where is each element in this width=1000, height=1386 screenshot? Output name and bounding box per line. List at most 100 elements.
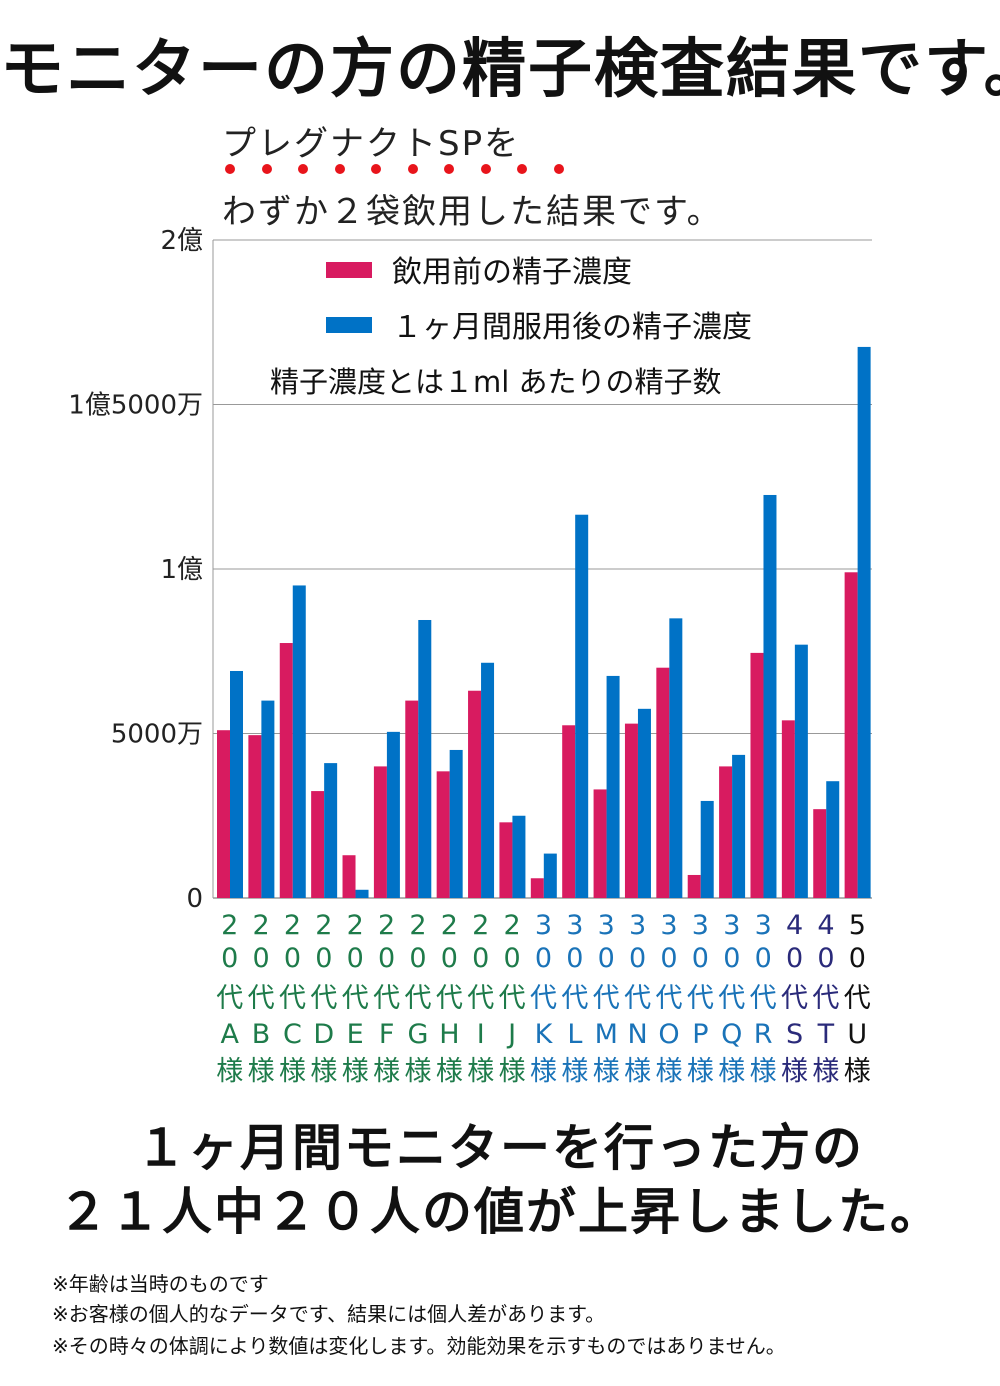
x-label-age-ones: 0	[347, 943, 364, 974]
x-label-age-tens: 2	[504, 910, 521, 941]
x-label-age-tens: 2	[315, 910, 332, 941]
y-tick-label: 0	[186, 884, 203, 914]
x-label-id: L	[567, 1019, 582, 1050]
intro-line-1: プレグナクトSPを	[222, 124, 521, 164]
x-label-age-ones: 0	[472, 943, 489, 974]
bar-after	[449, 749, 463, 898]
legend-label-before: 飲用前の精子濃度	[392, 255, 632, 290]
x-label-age-tens: 3	[660, 910, 677, 941]
bar-after	[763, 494, 777, 898]
footnote-disclaimer: ※その時々の体調により数値は変化します。効能効果を示すものではありません。	[52, 1334, 786, 1358]
emphasis-dot	[480, 164, 491, 174]
x-label-id: I	[477, 1019, 485, 1050]
bar-after	[355, 889, 369, 898]
footnote-age: ※年齢は当時のものです	[52, 1272, 269, 1296]
bar-after	[857, 346, 871, 898]
x-label-sama: 様	[404, 1056, 431, 1087]
bar-before	[248, 735, 262, 898]
bar-before	[624, 723, 638, 898]
bar-before	[813, 809, 827, 898]
x-label-dai: 代	[499, 983, 526, 1014]
x-label-sama: 様	[467, 1056, 494, 1087]
y-tick-label: 5000万	[111, 720, 203, 750]
x-label-age-ones: 0	[504, 943, 521, 974]
x-label-age-tens: 3	[723, 910, 740, 941]
x-label-age-ones: 0	[566, 943, 583, 974]
x-label-age-ones: 0	[629, 943, 646, 974]
x-label-age-ones: 0	[378, 943, 395, 974]
x-label-dai: 代	[812, 983, 839, 1014]
legend-note: 精子濃度とは１ml あたりの精子数	[270, 365, 722, 399]
x-label-sama: 様	[342, 1056, 369, 1087]
bar-after	[481, 662, 495, 898]
x-label-sama: 様	[310, 1056, 337, 1087]
x-label-id: G	[408, 1019, 429, 1050]
x-label-dai: 代	[781, 983, 808, 1014]
x-label-id: F	[379, 1019, 395, 1050]
legend-label-after: １ヶ月間服用後の精子濃度	[392, 310, 752, 345]
y-tick-label: 1億	[160, 555, 203, 585]
x-label-sama: 様	[248, 1056, 275, 1087]
x-label-sama: 様	[781, 1056, 808, 1087]
x-label-age-tens: 2	[347, 910, 364, 941]
bar-after	[669, 618, 683, 898]
emphasis-dot	[225, 164, 235, 174]
bar-after	[386, 731, 400, 898]
legend-swatch-after	[326, 317, 372, 333]
x-label-id: Q	[721, 1019, 742, 1050]
x-label-age-ones: 0	[221, 943, 238, 974]
x-label-dai: 代	[373, 983, 400, 1014]
x-label-dai: 代	[561, 983, 588, 1014]
x-label-age-ones: 0	[441, 943, 458, 974]
x-label-dai: 代	[530, 983, 557, 1014]
x-label-id: U	[847, 1019, 867, 1050]
bar-before	[781, 720, 795, 898]
bar-after	[230, 670, 243, 898]
x-label-dai: 代	[718, 983, 745, 1014]
page-title: モニターの方の精子検査結果です。	[0, 33, 1000, 107]
bar-after	[826, 781, 840, 898]
bar-before	[468, 690, 482, 898]
bar-before	[687, 874, 701, 898]
x-label-dai: 代	[656, 983, 683, 1014]
x-label-id: D	[313, 1019, 334, 1050]
x-label-age-ones: 0	[692, 943, 709, 974]
x-label-dai: 代	[279, 983, 306, 1014]
x-label-age-tens: 3	[629, 910, 646, 941]
bar-after	[700, 800, 714, 898]
x-label-sama: 様	[279, 1056, 306, 1087]
bar-before	[217, 730, 230, 898]
emphasis-dot	[407, 164, 418, 174]
x-label-id: C	[283, 1019, 302, 1050]
bar-after	[418, 619, 432, 898]
bar-before	[373, 766, 387, 898]
bar-after	[543, 853, 557, 898]
y-tick-label: 2億	[160, 226, 203, 256]
x-label-id: R	[754, 1019, 773, 1050]
x-label-dai: 代	[624, 983, 651, 1014]
bar-after	[324, 763, 338, 898]
x-label-dai: 代	[248, 983, 275, 1014]
y-tick-label: 1億5000万	[68, 391, 203, 421]
x-label-sama: 様	[216, 1056, 243, 1087]
x-label-age-ones: 0	[409, 943, 426, 974]
intro-line-2: わずか２袋飲用した結果です。	[222, 192, 723, 232]
x-label-sama: 様	[593, 1056, 620, 1087]
x-label-age-ones: 0	[723, 943, 740, 974]
bar-after	[637, 708, 651, 898]
x-label-age-tens: 2	[409, 910, 426, 941]
emphasis-dot	[298, 164, 308, 174]
x-label-dai: 代	[310, 983, 337, 1014]
x-label-dai: 代	[342, 983, 369, 1014]
bar-before	[656, 667, 670, 898]
bar-before	[436, 771, 450, 898]
bar-before	[562, 725, 576, 898]
x-label-age-tens: 4	[817, 910, 834, 941]
x-label-sama: 様	[499, 1056, 526, 1087]
x-label-age-tens: 2	[441, 910, 458, 941]
x-label-id: N	[628, 1019, 648, 1050]
x-label-id: H	[439, 1019, 459, 1050]
x-label-dai: 代	[216, 983, 243, 1014]
x-label-age-ones: 0	[598, 943, 615, 974]
